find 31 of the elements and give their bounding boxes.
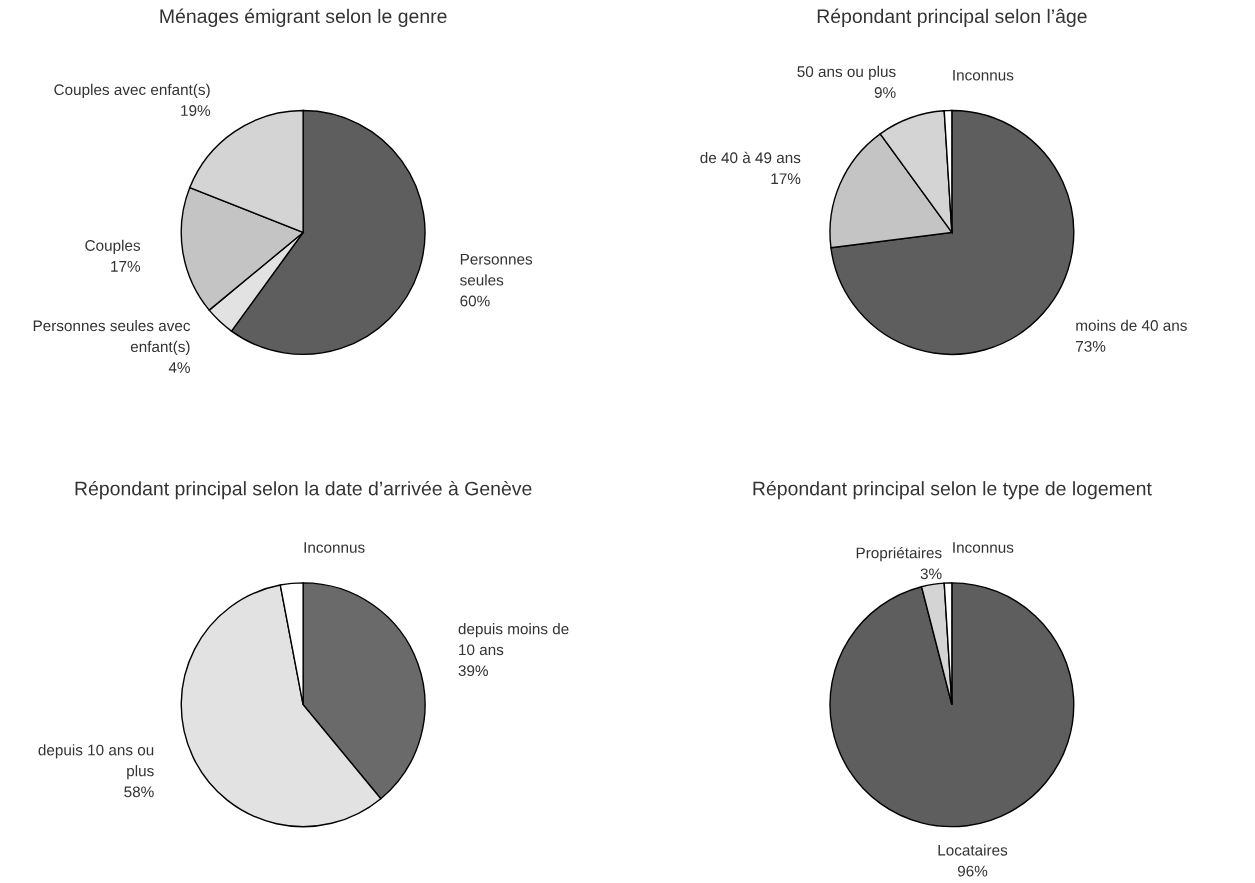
chart-title: Répondant principal selon la date d’arrivée à Genève bbox=[75, 480, 532, 500]
slice-label: Personnes seules bbox=[460, 253, 533, 286]
pie-slice bbox=[829, 582, 1075, 828]
slice-label: depuis moins de 10 ans bbox=[458, 623, 569, 656]
data-label: 58% bbox=[124, 786, 154, 798]
slice-label: moins de 40 ans bbox=[1076, 319, 1187, 331]
slice-label: depuis 10 ans ou plus bbox=[38, 744, 154, 780]
data-label: 3% bbox=[920, 568, 942, 580]
slice-label: Inconnus bbox=[304, 542, 365, 553]
slice-label: Personnes seules avec enfant(s) bbox=[33, 319, 191, 356]
slice-label: Inconnus bbox=[953, 542, 1014, 553]
slice-label: Couples avec enfant(s) bbox=[54, 83, 210, 99]
data-label: 39% bbox=[458, 665, 488, 677]
data-label: 60% bbox=[460, 295, 490, 307]
slice-label: Propriétaires bbox=[856, 546, 942, 562]
pie-slice bbox=[830, 109, 1075, 356]
chart-title: Répondant principal selon l’âge bbox=[817, 8, 1087, 27]
slice-label: de 40 à 49 ans bbox=[700, 151, 801, 164]
data-label: 19% bbox=[181, 105, 211, 116]
data-label: 9% bbox=[874, 87, 896, 98]
data-label: 4% bbox=[168, 362, 190, 373]
data-label: 17% bbox=[771, 173, 801, 185]
data-label: 73% bbox=[1076, 340, 1106, 352]
slice-label: Couples bbox=[85, 239, 141, 254]
data-label: 17% bbox=[111, 261, 141, 272]
data-label: 96% bbox=[957, 865, 988, 877]
slice-label: 50 ans ou plus bbox=[797, 65, 896, 81]
slice-label: Inconnus bbox=[953, 69, 1014, 81]
chart-title: Ménages émigrant selon le genre bbox=[160, 8, 447, 27]
chart-title: Répondant principal selon le type de logement bbox=[753, 480, 1152, 500]
slice-label: Locataires bbox=[938, 844, 1008, 856]
